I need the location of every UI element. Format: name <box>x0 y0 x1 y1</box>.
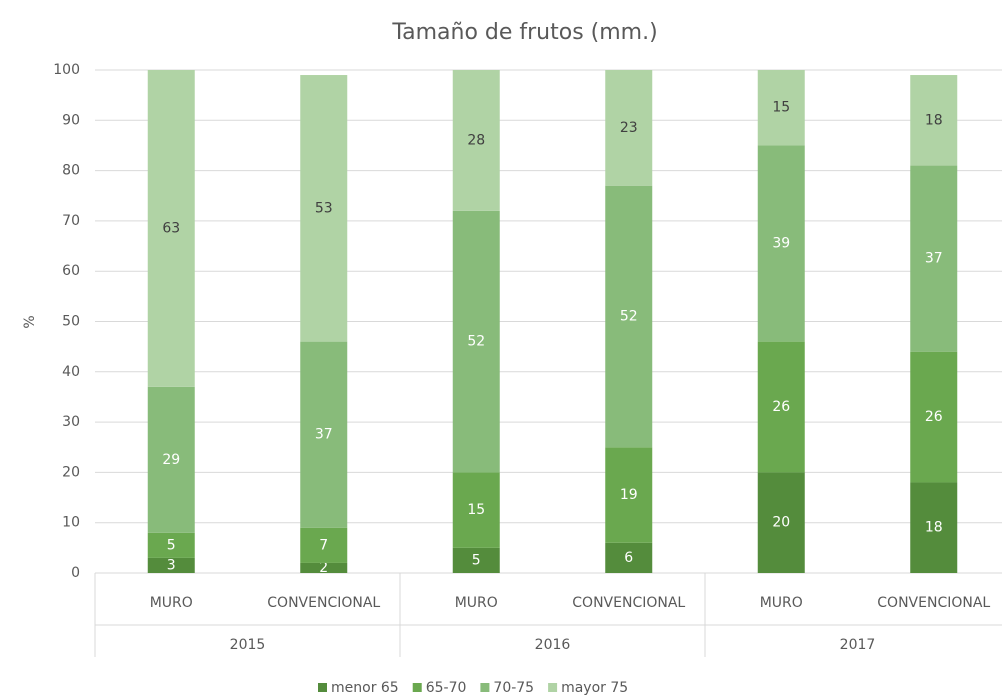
bar-segment <box>605 70 653 186</box>
bar-segment <box>147 532 195 558</box>
data-label: 23 <box>620 120 638 136</box>
bar-segment <box>757 70 805 146</box>
legend-label: menor 65 <box>331 680 399 696</box>
y-tick-label: 30 <box>62 414 80 430</box>
y-tick-label: 0 <box>71 565 80 581</box>
data-label: 29 <box>162 452 180 468</box>
bar-segment <box>757 472 805 573</box>
legend-label: 70-75 <box>493 680 534 696</box>
bar-segment <box>452 547 500 573</box>
legend-swatch <box>480 683 490 692</box>
data-label: 63 <box>162 220 180 236</box>
data-label: 26 <box>772 399 790 415</box>
bar-segment <box>300 527 348 563</box>
data-label: 53 <box>315 200 333 216</box>
data-label: 37 <box>315 427 333 443</box>
data-label: 20 <box>772 515 790 531</box>
y-tick-label: 40 <box>62 364 80 380</box>
data-label: 6 <box>624 550 633 566</box>
data-label: 39 <box>772 236 790 252</box>
data-label: 28 <box>467 132 485 148</box>
legend-swatch <box>318 683 327 692</box>
bar-segment <box>452 70 500 211</box>
data-label: 2 <box>319 560 328 576</box>
x-tick-label: CONVENCIONAL <box>267 595 380 611</box>
legend-label: 65-70 <box>426 680 467 696</box>
y-tick-label: 80 <box>62 163 80 179</box>
data-label: 37 <box>925 251 943 267</box>
x-tick-label: MURO <box>150 595 193 611</box>
y-tick-label: 20 <box>62 464 80 480</box>
bar-segment <box>300 341 348 528</box>
chart-title: Tamaño de frutos (mm.) <box>391 20 657 45</box>
bar-segment <box>910 482 958 573</box>
bar-segment <box>910 351 958 483</box>
x-tick-label: CONVENCIONAL <box>572 595 685 611</box>
legend-label: mayor 75 <box>561 680 628 696</box>
bar-segment <box>147 386 195 533</box>
bar-segment <box>147 70 195 387</box>
data-label: 52 <box>467 334 485 350</box>
bar-segment <box>605 447 653 543</box>
bar-segment <box>757 341 805 473</box>
y-tick-label: 10 <box>62 515 80 531</box>
bar-segment <box>147 557 195 573</box>
data-label: 18 <box>925 520 943 536</box>
data-label: 3 <box>167 557 176 573</box>
group-label: 2015 <box>230 637 266 653</box>
y-axis-label: % <box>22 315 38 328</box>
data-label: 15 <box>467 502 485 518</box>
x-tick-label: MURO <box>455 595 498 611</box>
data-label: 15 <box>772 100 790 116</box>
group-label: 2016 <box>535 637 571 653</box>
data-label: 5 <box>472 552 481 568</box>
group-label: 2017 <box>840 637 876 653</box>
legend-swatch <box>412 683 422 692</box>
data-label: 52 <box>620 308 638 324</box>
data-label: 7 <box>319 537 328 553</box>
bar-segment <box>605 542 653 573</box>
data-label: 18 <box>925 112 943 128</box>
bar-segment <box>300 75 348 342</box>
data-label: 19 <box>620 487 638 503</box>
y-tick-label: 100 <box>53 62 80 78</box>
bar-segment <box>452 210 500 473</box>
x-tick-label: CONVENCIONAL <box>877 595 990 611</box>
bar-segment <box>452 472 500 548</box>
bar-segment <box>757 145 805 342</box>
bar-segment <box>910 165 958 352</box>
bar-segment <box>910 75 958 166</box>
y-tick-label: 90 <box>62 112 80 128</box>
y-tick-label: 50 <box>62 314 80 330</box>
legend-swatch <box>548 683 558 692</box>
y-tick-label: 60 <box>62 263 80 279</box>
y-tick-label: 70 <box>62 213 80 229</box>
bar-segment <box>605 185 653 448</box>
data-label: 5 <box>167 537 176 553</box>
data-label: 26 <box>925 409 943 425</box>
bar-segment <box>300 562 348 573</box>
x-tick-label: MURO <box>760 595 803 611</box>
